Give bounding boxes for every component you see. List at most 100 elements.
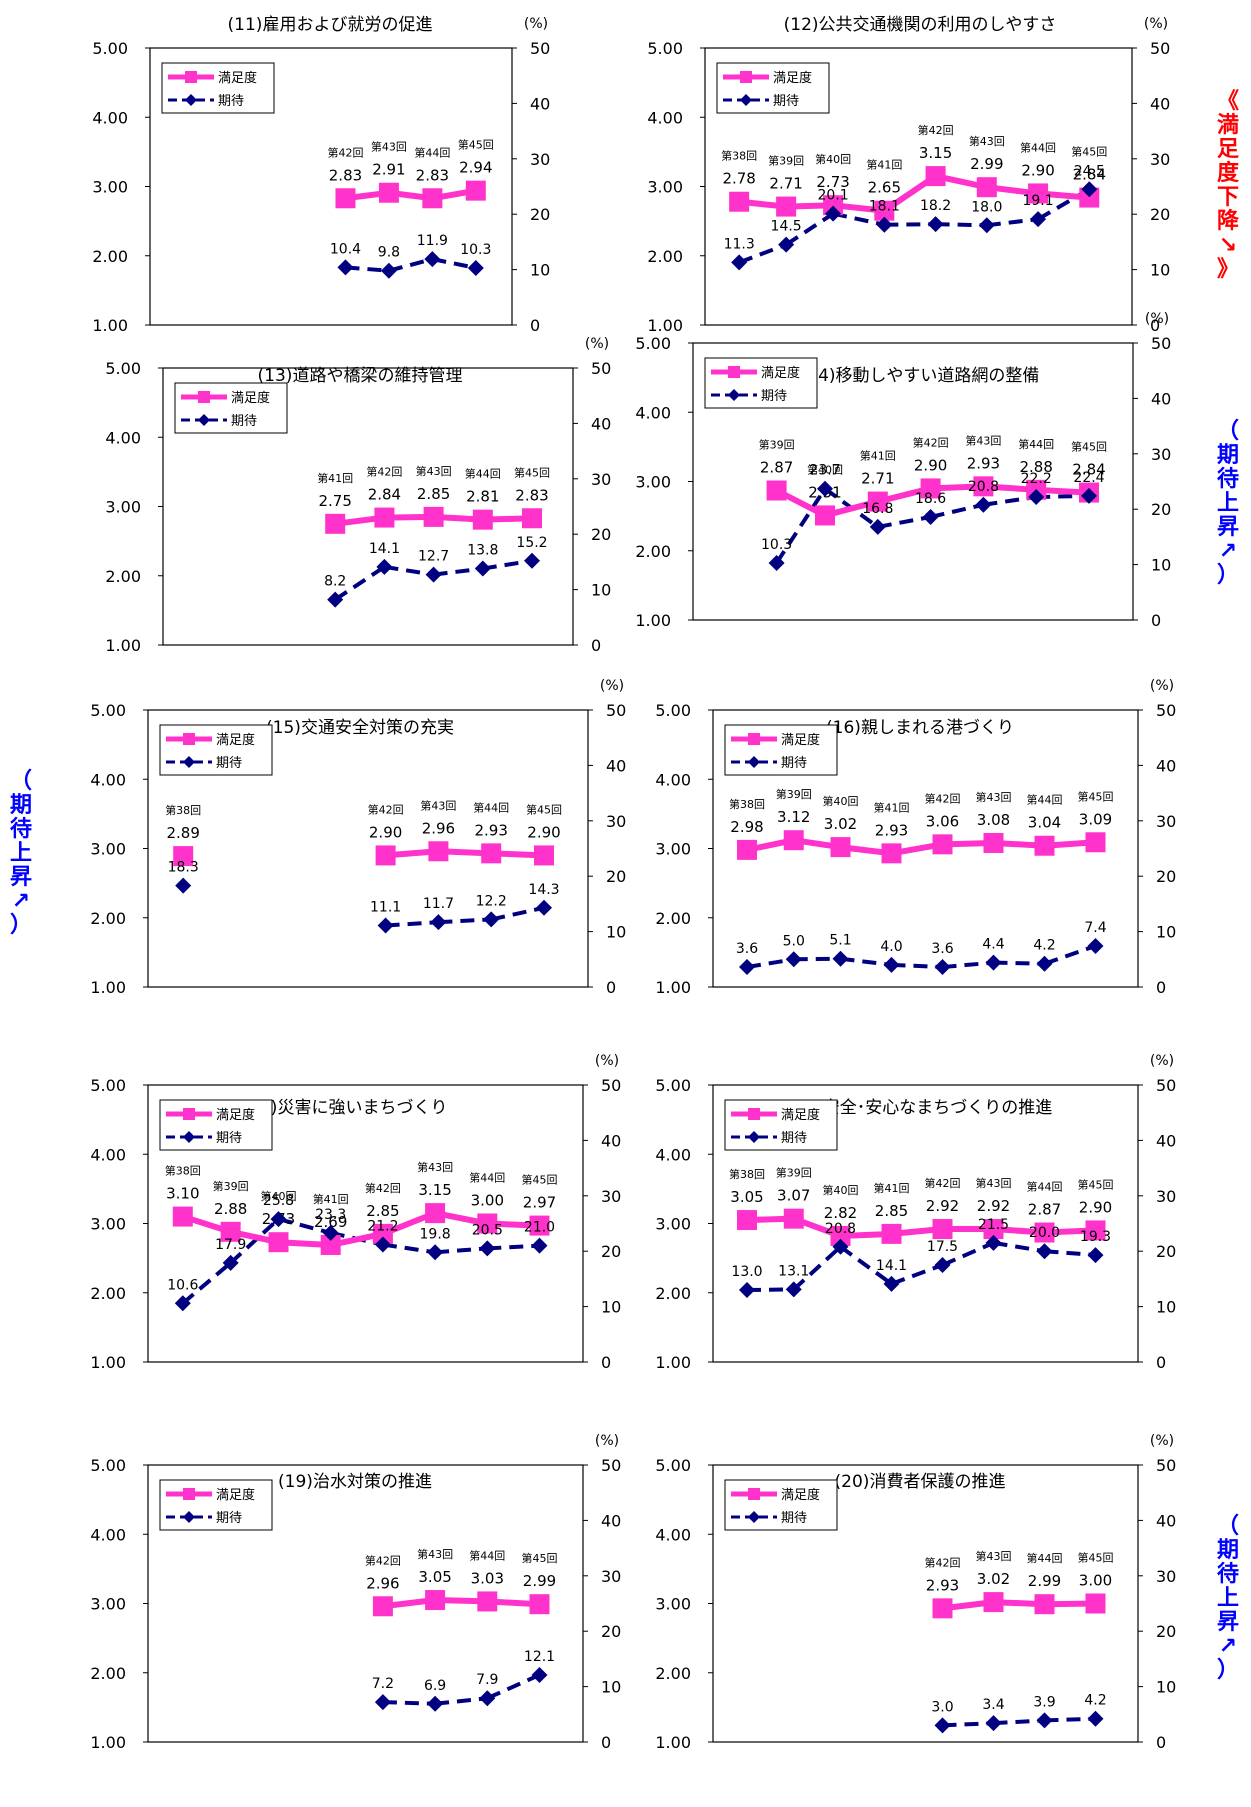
satisfaction-data-label: 2.90 [369,823,402,841]
satisfaction-data-label: 2.93 [474,821,507,839]
satisfaction-point [729,191,750,212]
legend-label-satisfaction: 満足度 [781,1107,820,1123]
satisfaction-data-label: 2.93 [875,821,908,839]
chart-title: (17)災害に強いまちづくり [243,1098,448,1118]
satisfaction-point [983,1219,1004,1240]
satisfaction-data-label: 2.84 [368,486,401,504]
y2-tick-label: 10 [1156,923,1176,942]
round-label: 第40回 [261,1189,297,1203]
expectation-data-label: 18.6 [915,491,946,507]
expectation-data-label: 21.5 [978,1217,1009,1233]
y2-tick-label: 20 [1156,1242,1176,1261]
round-label: 第44回 [1027,1551,1063,1565]
legend-marker-expectation [183,756,195,768]
expectation-data-label: 4.2 [1033,938,1055,954]
expectation-data-label: 20.0 [1029,1225,1060,1241]
legend-marker-expectation [748,1511,760,1523]
y2-tick-label: 10 [1156,1678,1176,1697]
legend-marker-satisfaction [748,1108,760,1120]
y2-tick-label: 30 [601,1567,621,1586]
y-tick-label: 5.00 [92,39,128,58]
y2-tick-label: 40 [1151,389,1171,408]
expectation-data-label: 9.8 [378,245,400,261]
satisfaction-point [776,196,797,217]
y-tick-label: 1.00 [90,1353,126,1372]
expectation-data-label: 4.2 [1084,1693,1106,1709]
expectation-data-label: 8.2 [324,574,346,590]
round-label: 第40回 [807,462,843,476]
satisfaction-data-label: 3.02 [977,1570,1010,1588]
chart-title: (18)安全･安心なまちづくりの推進 [788,1098,1052,1118]
round-label: 第45回 [514,465,550,479]
expectation-data-label: 4.0 [880,939,902,955]
expectation-data-label: 19.8 [420,1226,451,1242]
expectation-data-label: 11.3 [724,236,755,252]
round-label: 第40回 [815,152,851,166]
y2-tick-label: 30 [1150,150,1170,169]
satisfaction-point [983,1592,1004,1613]
round-label: 第45回 [1071,440,1107,454]
legend-marker-expectation [185,94,197,106]
y2-tick-label: 50 [1156,1456,1176,1475]
satisfaction-point [1028,183,1049,204]
expectation-line-segment [993,1240,1045,1254]
expectation-line-segment [277,1217,332,1235]
expectation-data-label: 4.4 [982,937,1004,953]
legend-marker-expectation [198,414,210,426]
expectation-line-segment [229,1217,280,1265]
satisfaction-data-label: 2.85 [417,485,450,503]
satisfaction-point [425,1203,446,1224]
satisfaction-data-label: 2.87 [760,459,793,477]
round-label: 第45回 [526,802,562,816]
legend-box [724,1099,838,1151]
satisfaction-point [428,841,449,862]
expectation-line-segment [388,257,433,273]
expectation-line-segment [942,1721,994,1728]
y-tick-label: 1.00 [655,1353,691,1372]
expectation-data-label: 11.1 [370,900,401,916]
expectation-point [832,1238,849,1255]
satisfaction-data-label: 3.15 [418,1181,451,1199]
expectation-point [483,911,500,928]
expectation-data-label: 7.2 [372,1676,394,1692]
expectation-data-label: 17.9 [215,1237,246,1253]
expectation-line-segment [792,1245,842,1291]
satisfaction-data-label: 2.83 [329,166,362,184]
satisfaction-point [1034,835,1055,856]
round-label: 第43回 [965,433,1001,447]
chart-title: (13)道路や橋梁の維持管理 [258,366,463,386]
expectation-point [270,1211,287,1228]
expectation-point [1087,938,1104,955]
y2-tick-label: 0 [606,978,616,997]
y2-tick-label: 0 [601,1353,611,1372]
legend-label-expectation: 期待 [781,756,807,771]
expectation-data-label: 17.5 [927,1239,958,1255]
y-tick-label: 2.00 [90,909,126,928]
y-tick-label: 2.00 [655,1284,691,1303]
expectation-point [832,950,849,967]
satisfaction-data-label: 2.82 [824,1204,857,1222]
expectation-point [430,914,447,931]
satisfaction-data-label: 2.93 [926,1576,959,1594]
pct-unit-label: (%) [600,678,624,694]
expectation-point [739,959,755,976]
legend-marker-satisfaction [183,1488,195,1500]
satisfaction-data-label: 3.15 [919,144,952,162]
expectation-data-label: 3.9 [1033,1694,1055,1710]
pct-unit-label: (%) [1150,1053,1174,1069]
legend-marker-satisfaction [748,1488,760,1500]
y-tick-label: 4.00 [655,1145,691,1164]
satisfaction-point [472,509,493,530]
expectation-line-segment [382,1700,436,1706]
round-label: 第45回 [522,1551,558,1565]
expectation-data-label: 14.1 [876,1258,907,1274]
satisfaction-point [320,1234,341,1255]
expectation-data-label: 3.6 [931,941,953,957]
legend-label-expectation: 期待 [216,1131,242,1146]
round-label: 第42回 [913,435,949,449]
round-label: 第42回 [925,1176,961,1190]
expectation-point [531,1666,548,1683]
satisfaction-point [737,839,757,860]
round-label: 第42回 [366,465,402,479]
expectation-data-label: 12.1 [524,1649,555,1665]
